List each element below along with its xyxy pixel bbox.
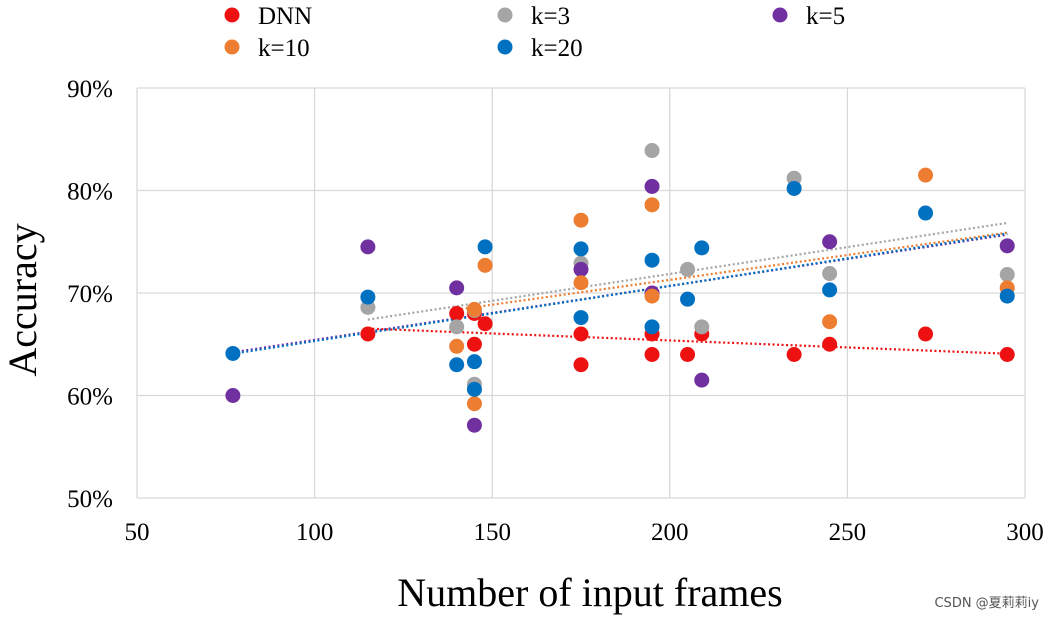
point-k-3	[360, 299, 376, 315]
point-dnn	[573, 326, 589, 342]
point-k-20	[360, 289, 376, 305]
point-k-20	[466, 381, 482, 397]
point-dnn	[573, 357, 589, 373]
legend: DNN k=3 k=5 k=10 k=20	[224, 3, 845, 62]
point-dnn	[999, 347, 1015, 362]
legend-marker-dnn	[224, 7, 240, 23]
point-k-10	[918, 167, 934, 183]
point-dnn	[786, 347, 802, 362]
point-k-3	[644, 143, 660, 159]
point-k-20	[694, 240, 710, 256]
point-dnn	[360, 326, 376, 342]
point-k-5	[694, 372, 710, 388]
point-k-10	[822, 314, 838, 330]
point-dnn	[477, 316, 493, 332]
x-axis-title: Number of input frames	[397, 570, 782, 615]
y-tick-label: 70%	[67, 281, 113, 308]
point-k-3	[680, 261, 696, 277]
x-tick-label: 250	[829, 519, 867, 546]
point-dnn	[680, 347, 696, 362]
data-points	[225, 143, 1015, 433]
point-k-10	[644, 197, 660, 213]
legend-marker-k-5	[772, 7, 788, 23]
point-k-10	[573, 212, 589, 228]
point-k-10	[449, 338, 465, 354]
point-k-3	[822, 266, 838, 282]
legend-label-k-10: k=10	[258, 35, 310, 62]
point-k-5	[360, 239, 376, 255]
point-k-5	[822, 234, 838, 250]
point-k-20	[822, 282, 838, 298]
point-k-10	[466, 301, 482, 317]
gridlines	[136, 87, 1026, 499]
y-tick-label: 80%	[67, 179, 113, 206]
point-k-20	[644, 252, 660, 268]
point-k-20	[680, 291, 696, 307]
point-k-20	[225, 345, 241, 361]
point-dnn	[822, 336, 838, 352]
x-tick-label: 50	[125, 519, 150, 546]
point-k-20	[573, 241, 589, 257]
point-k-20	[644, 319, 660, 335]
legend-marker-k-10	[224, 39, 240, 55]
point-k-5	[225, 388, 241, 403]
legend-label-k-20: k=20	[531, 35, 583, 62]
legend-label-k-5: k=5	[806, 3, 845, 30]
point-k-3	[786, 170, 802, 186]
point-k-10	[477, 257, 493, 273]
point-k-10	[466, 396, 482, 412]
point-k-20	[477, 239, 493, 255]
point-k-5	[449, 280, 465, 296]
legend-label-dnn: DNN	[258, 3, 312, 30]
x-tick-label: 300	[1006, 519, 1044, 546]
trendline-dnn	[367, 327, 1008, 355]
point-k-20	[999, 288, 1015, 304]
point-k-20	[786, 180, 802, 196]
legend-marker-k-3	[497, 7, 513, 23]
point-dnn	[466, 336, 482, 352]
y-tick-label: 60%	[67, 384, 113, 411]
point-k-5	[573, 261, 589, 277]
point-k-20	[449, 357, 465, 373]
x-tick-label: 150	[473, 519, 511, 546]
point-k-5	[999, 238, 1015, 254]
watermark: CSDN @夏莉莉iy	[934, 596, 1039, 611]
y-tick-label: 90%	[67, 76, 113, 103]
point-k-10	[573, 275, 589, 291]
point-dnn	[644, 347, 660, 362]
legend-label-k-3: k=3	[531, 3, 570, 30]
tick-labels: 50% 60% 70% 80% 90% 50 100 150 200 250 300	[67, 76, 1044, 546]
point-k-5	[466, 417, 482, 433]
point-k-3	[449, 319, 465, 335]
point-k-10	[644, 288, 660, 304]
point-k-5	[644, 178, 660, 194]
y-axis-title: Accuracy	[0, 223, 45, 376]
x-tick-label: 100	[296, 519, 334, 546]
x-tick-label: 200	[651, 519, 689, 546]
point-k-20	[466, 354, 482, 370]
point-k-20	[573, 310, 589, 326]
point-k-20	[918, 205, 934, 221]
point-dnn	[449, 306, 465, 321]
point-dnn	[918, 326, 934, 342]
y-tick-label: 50%	[67, 486, 113, 513]
point-k-3	[694, 319, 710, 335]
legend-marker-k-20	[497, 39, 513, 55]
point-k-3	[999, 267, 1015, 283]
